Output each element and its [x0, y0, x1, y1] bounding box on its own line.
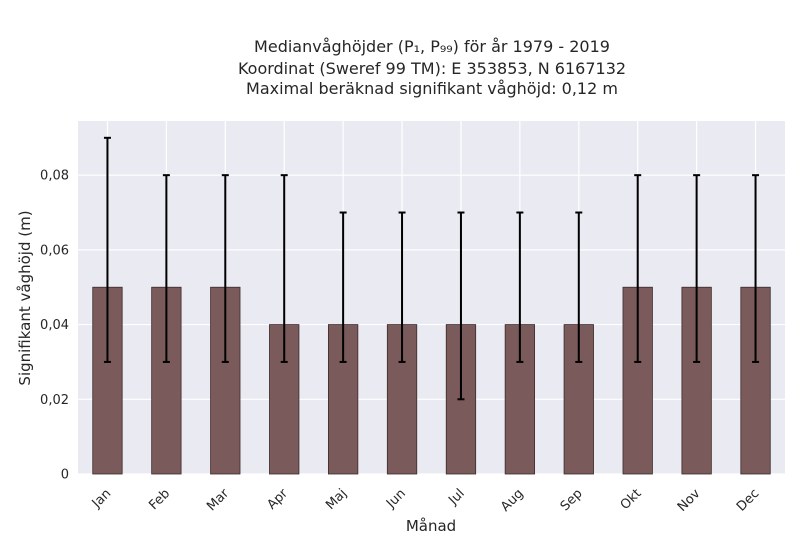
x-tick-label: Jan [89, 486, 114, 511]
error-bar-dec [752, 174, 760, 363]
error-bar-jan [103, 136, 111, 363]
error-bar-mar [221, 174, 229, 363]
x-tick-label: Jul [445, 486, 467, 508]
x-tick-label: Jun [383, 486, 409, 512]
bars [92, 286, 771, 475]
title-line-1: Medianvåghöjder (P₁, P₉₉) för år 1979 - … [254, 37, 610, 56]
error-bar-okt [634, 174, 642, 363]
y-axis-ticks: 0 0,02 0,04 0,06 0,08 [40, 169, 69, 483]
x-axis-label: Månad [406, 517, 456, 535]
x-tick-label: Mar [204, 486, 232, 514]
y-tick-label: 0,06 [40, 243, 69, 258]
y-tick-label: 0,02 [40, 393, 69, 408]
x-tick-label: Dec [734, 486, 762, 514]
x-tick-label: Feb [146, 486, 173, 513]
title-line-3: Maximal beräknad signifikant våghöjd: 0,… [246, 79, 618, 98]
x-tick-label: Aug [498, 486, 527, 515]
x-tick-label: Maj [323, 486, 350, 513]
error-bar-nov [693, 174, 701, 363]
y-axis-label: Signifikant våghöjd (m) [16, 210, 34, 385]
plot-area [78, 121, 785, 474]
x-tick-label: Okt [618, 486, 645, 513]
x-tick-label: Apr [265, 486, 292, 513]
error-bars [103, 136, 760, 401]
error-bar-sep [575, 211, 583, 363]
error-bar-jun [398, 211, 406, 363]
x-tick-label: Sep [558, 486, 586, 514]
error-bar-maj [339, 211, 347, 363]
x-tick-label: Nov [675, 486, 704, 515]
y-tick-label: 0,08 [40, 169, 69, 184]
error-bar-aug [516, 211, 524, 363]
y-tick-label: 0,04 [40, 318, 69, 333]
error-bar-jul [457, 211, 465, 401]
chart-title: Medianvåghöjder (P₁, P₉₉) för år 1979 - … [238, 37, 626, 98]
error-bar-feb [162, 174, 170, 363]
x-axis-ticks: Jan Feb Mar Apr Maj Jun Jul Aug Sep Okt Nov Dec [89, 486, 763, 515]
title-line-2: Koordinat (Sweref 99 TM): E 353853, N 61… [238, 59, 626, 78]
error-bar-apr [280, 174, 288, 363]
y-tick-label: 0 [61, 468, 69, 483]
